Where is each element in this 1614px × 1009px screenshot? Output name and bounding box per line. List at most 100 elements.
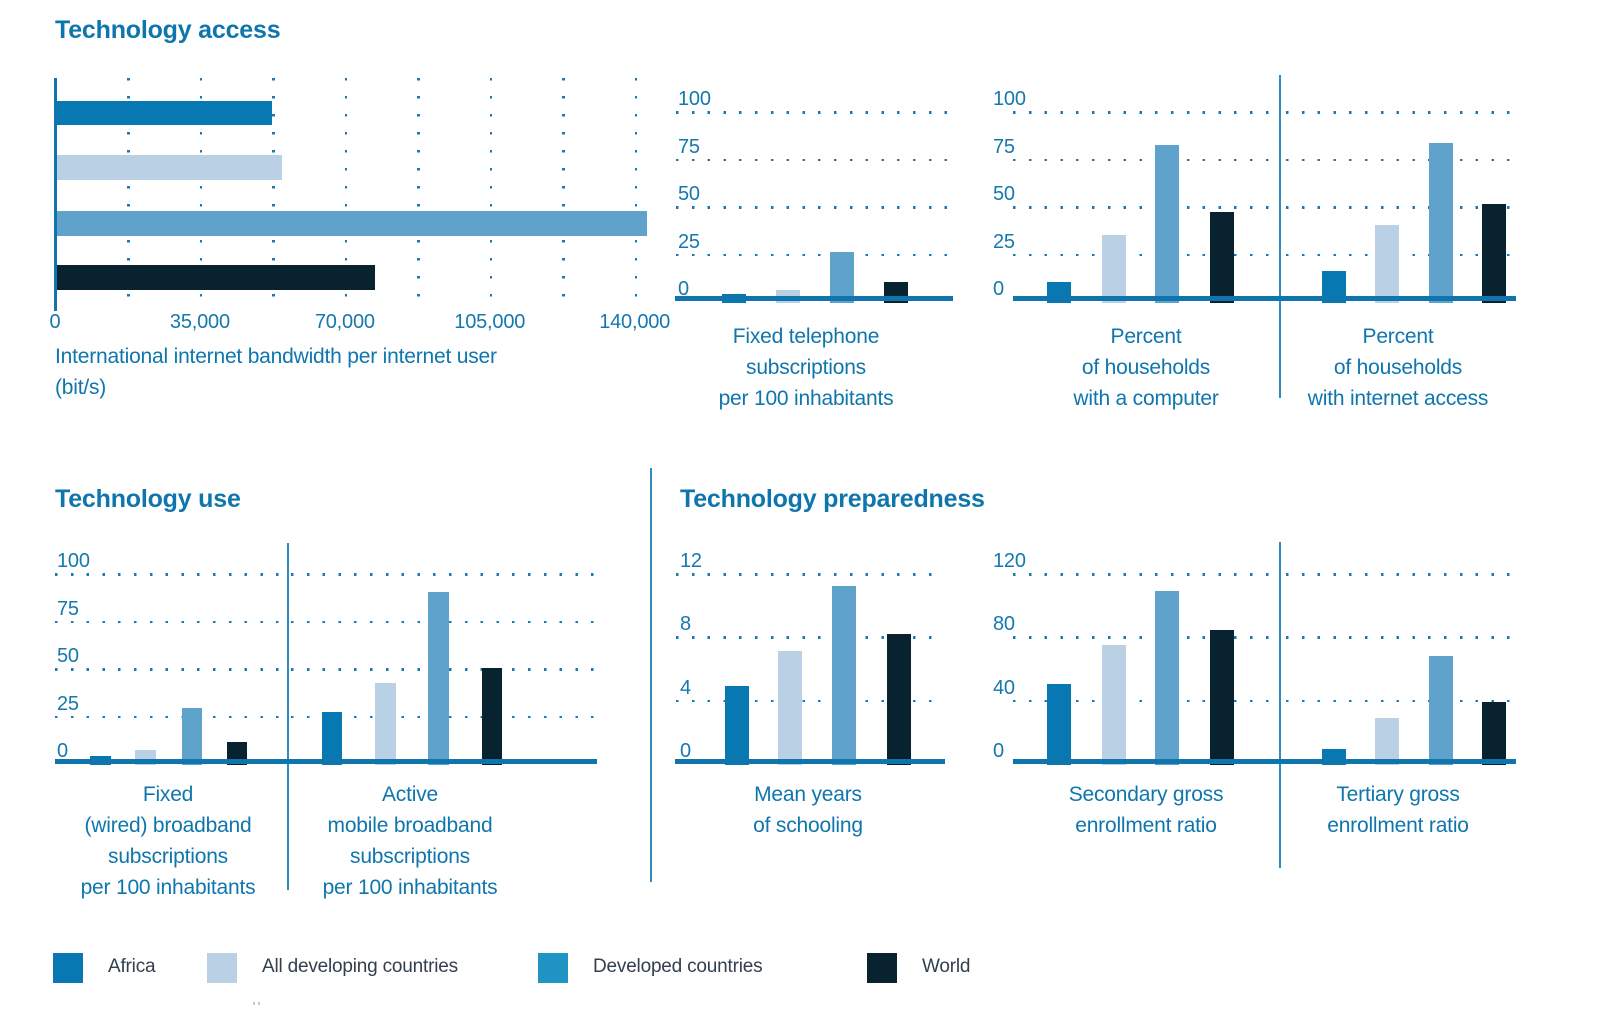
legend-label-world: World (922, 956, 971, 977)
x-tick-label: 70,000 (314, 311, 375, 333)
y-axis-line-bandwidth (54, 78, 57, 311)
gridline-dotted (1013, 111, 1272, 114)
bar-developing-households-internet (1375, 225, 1399, 303)
chart-caption-households-computer: Percent of households with a computer (1073, 325, 1219, 410)
section-title-technology-preparedness: Technology preparedness (680, 485, 985, 513)
x-tick-label: 0 (49, 311, 61, 333)
y-tick-label: 100 (57, 550, 90, 572)
gridline-dotted (676, 699, 940, 703)
legend-swatch-developed (538, 953, 568, 983)
y-tick-label: 8 (680, 613, 691, 636)
gridline-dotted (676, 573, 940, 576)
gridline-dotted (676, 253, 950, 256)
gridline-dotted (489, 78, 493, 311)
gridline-dotted (1013, 699, 1272, 703)
gridline-dotted (55, 620, 284, 623)
gridline-dotted (344, 78, 348, 311)
bar-developed-fixed-telephone (830, 251, 854, 303)
y-tick-label: 120 (993, 550, 1026, 572)
gridline-dotted (1286, 636, 1516, 639)
gridline-dotted (55, 715, 284, 718)
y-tick-label: 25 (993, 230, 1015, 253)
section-title-technology-access: Technology access (55, 16, 281, 44)
section-title-technology-use: Technology use (55, 485, 241, 513)
y-tick-label: 25 (678, 230, 700, 253)
gridline-dotted (1286, 699, 1516, 703)
bar-developed-fixed-broadband (181, 708, 202, 765)
bar-world-bandwidth (56, 265, 376, 290)
chart-caption-mean-years-schooling: Mean years of schooling (753, 783, 863, 837)
legend-item-developed: Developed countries (538, 953, 818, 983)
legend-item-all-developing: All developing countries (207, 953, 507, 983)
gridline-dotted (1286, 253, 1516, 256)
y-tick-label: 4 (680, 676, 691, 699)
chart-caption-fixed-telephone: Fixed telephone subscriptions per 100 inha… (718, 325, 894, 410)
baseline-secondary-ger (1013, 759, 1516, 764)
baseline-mean-years-schooling (675, 759, 945, 764)
gridline-dotted (272, 78, 275, 311)
gridline-dotted (127, 78, 130, 311)
y-tick-label: 0 (680, 740, 691, 762)
bar-africa-mean-years-schooling (725, 685, 749, 765)
legend-swatch-all-developing (207, 953, 237, 983)
chart-caption-households-internet: Percent of households with internet access (1307, 325, 1489, 410)
chart-caption-bandwidth: International internet bandwidth per int… (55, 345, 497, 399)
gridline-dotted (562, 78, 565, 311)
gridline-dotted (199, 78, 203, 311)
bar-developed-bandwidth (56, 211, 647, 236)
bar-world-households-internet (1482, 204, 1506, 303)
bar-developed-tertiary-ger (1428, 655, 1453, 765)
bar-africa-secondary-ger (1047, 684, 1071, 765)
gridline-dotted (291, 573, 597, 576)
gridline-dotted (1013, 636, 1272, 639)
chart-caption-mobile-broadband: Active mobile broadband subscriptions per 1… (322, 783, 498, 899)
y-tick-label: 0 (57, 740, 68, 762)
chart-caption-fixed-broadband: Fixed (wired) broadband subscriptions per 1… (80, 783, 256, 899)
gridline-dotted (417, 78, 420, 311)
y-tick-label: 50 (678, 183, 700, 205)
y-tick-label: 50 (57, 645, 79, 667)
bar-developing-households-computer (1101, 234, 1126, 303)
chart-caption-tertiary-ger: Tertiary gross enrollment ratio (1327, 783, 1469, 837)
baseline-households-computer (1013, 296, 1516, 301)
gridline-dotted (55, 573, 284, 576)
bar-developed-mean-years-schooling (832, 586, 856, 765)
gridline-dotted (676, 111, 950, 114)
legend-swatch-world (867, 953, 897, 983)
y-tick-label: 75 (993, 135, 1015, 158)
divider-use-charts (287, 543, 289, 890)
legend-label-africa: Africa (108, 956, 156, 977)
bar-developed-mobile-broadband (428, 592, 449, 765)
bar-developing-secondary-ger (1101, 644, 1126, 765)
gridline-dotted (1013, 206, 1272, 209)
y-tick-label: 100 (678, 88, 711, 110)
gridline-dotted (1013, 253, 1272, 256)
y-tick-label: 0 (993, 278, 1004, 300)
bar-developed-secondary-ger (1155, 590, 1179, 765)
x-tick-label: 35,000 (169, 311, 230, 333)
bar-world-mean-years-schooling (886, 633, 911, 765)
divider-households (1279, 75, 1281, 398)
gridline-dotted (676, 636, 940, 639)
y-tick-label: 0 (678, 278, 689, 300)
divider-ger-charts (1279, 542, 1281, 868)
y-tick-label: 50 (993, 183, 1015, 205)
bar-africa-mobile-broadband (321, 711, 342, 765)
bar-developing-mobile-broadband (375, 683, 396, 765)
gridline-dotted (1013, 573, 1272, 576)
bar-developed-households-internet (1428, 143, 1453, 303)
baseline-fixed-telephone (675, 296, 953, 301)
legend-swatch-africa (53, 953, 83, 983)
bar-developing-bandwidth (56, 155, 283, 180)
bar-world-secondary-ger (1209, 630, 1234, 765)
chart-caption-secondary-ger: Secondary gross enrollment ratio (1068, 783, 1224, 837)
bar-developing-mean-years-schooling (778, 651, 802, 765)
y-tick-label: 75 (678, 135, 700, 158)
gridline-dotted (1286, 158, 1516, 161)
gridline-dotted (676, 206, 950, 209)
gridline-dotted (55, 668, 284, 671)
bar-world-mobile-broadband (481, 668, 502, 765)
gridline-dotted (634, 78, 638, 311)
legend-label-all-developing: All developing countries (262, 956, 458, 977)
